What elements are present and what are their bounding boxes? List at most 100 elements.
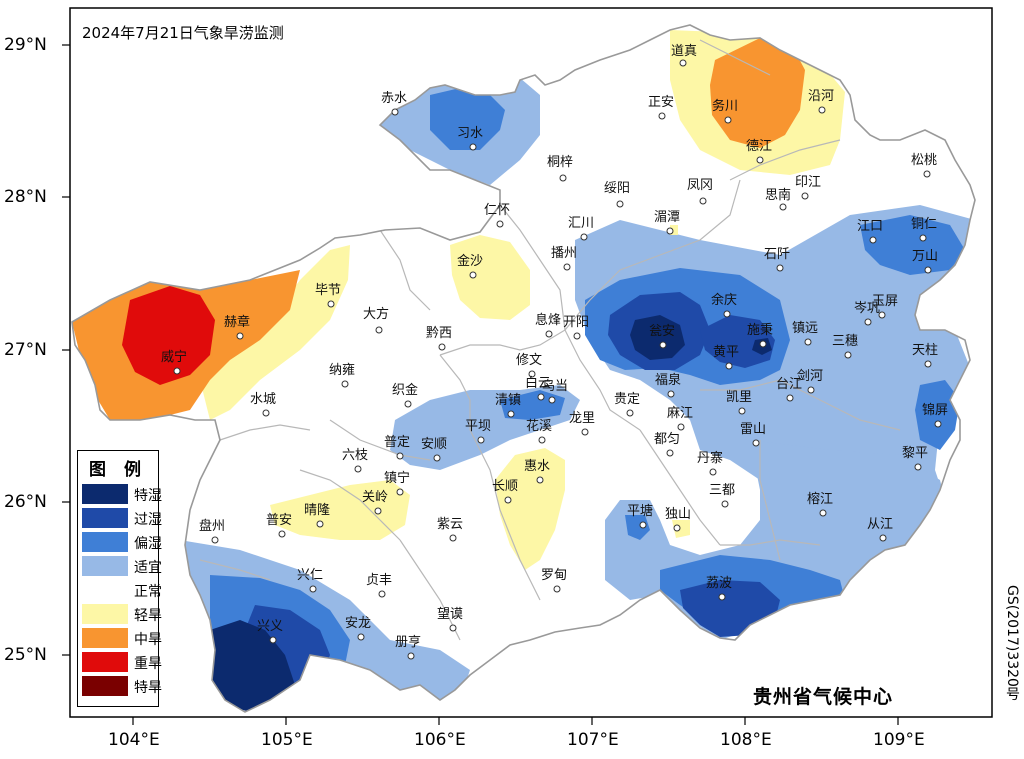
city-dot <box>269 636 277 644</box>
city-label: 德江 <box>746 139 772 154</box>
city-dot <box>807 386 815 394</box>
city-marker: 大方 <box>363 306 389 334</box>
city-marker: 望谟 <box>437 606 463 632</box>
city-marker: 石阡 <box>764 247 790 272</box>
city-label: 岑巩 <box>854 301 880 316</box>
city-marker: 玉屏 <box>872 294 898 319</box>
city-dot <box>173 367 181 375</box>
city-marker: 关岭 <box>362 490 388 515</box>
city-marker: 白云 <box>525 375 551 401</box>
city-marker: 罗甸 <box>541 568 567 593</box>
city-label: 黎平 <box>902 446 928 461</box>
legend-label: 适宜 <box>134 560 162 576</box>
city-label: 威宁 <box>161 349 187 365</box>
city-marker: 德江 <box>746 139 772 164</box>
city-label: 荔波 <box>706 576 732 591</box>
city-marker: 福泉 <box>655 372 681 398</box>
legend-label: 轻旱 <box>134 608 162 624</box>
city-dot <box>581 428 589 436</box>
city-marker: 江口 <box>857 219 883 244</box>
city-marker: 黎平 <box>902 446 928 471</box>
city-marker: 凯里 <box>726 390 752 415</box>
city-marker: 思南 <box>765 187 791 211</box>
city-marker: 绥阳 <box>604 181 630 208</box>
city-label: 普安 <box>266 513 292 528</box>
city-label: 松桃 <box>911 153 937 168</box>
city-marker: 六枝 <box>342 448 368 473</box>
city-label: 丹寨 <box>697 450 723 466</box>
legend-label: 正常 <box>134 584 162 600</box>
city-marker: 贞丰 <box>366 573 392 598</box>
city-dot <box>573 332 581 340</box>
city-label: 平塘 <box>627 503 653 519</box>
legend-swatch <box>82 604 128 624</box>
legend-label: 中旱 <box>134 632 162 648</box>
city-label: 册亨 <box>395 634 421 650</box>
lat-label-26: 26°N <box>4 492 47 512</box>
city-label: 贞丰 <box>366 573 392 588</box>
city-marker: 花溪 <box>526 418 552 444</box>
legend-label: 重旱 <box>134 656 162 672</box>
lat-label-29: 29°N <box>4 35 47 55</box>
city-dot <box>236 332 244 340</box>
city-marker: 晴隆 <box>304 503 330 528</box>
city-dot <box>537 393 545 401</box>
city-label: 三都 <box>709 483 735 498</box>
city-dot <box>396 488 404 496</box>
city-dot <box>878 311 886 319</box>
city-dot <box>449 624 457 632</box>
city-dot <box>563 263 571 271</box>
city-marker: 榕江 <box>807 492 833 517</box>
city-marker: 天柱 <box>912 343 938 368</box>
city-dot <box>844 351 852 359</box>
city-dot <box>864 318 872 326</box>
approval-code: GS(2017)3320号 <box>1004 585 1020 701</box>
city-label: 黄平 <box>713 345 739 360</box>
city-label: 施秉 <box>747 322 773 338</box>
legend-swatch <box>82 556 128 576</box>
city-label: 大方 <box>363 306 389 322</box>
city-dot <box>504 496 512 504</box>
city-label: 清镇 <box>495 393 521 408</box>
city-label: 铜仁 <box>911 217 937 232</box>
city-dot <box>545 330 553 338</box>
city-marker: 平坝 <box>465 419 491 444</box>
city-dot <box>391 108 399 116</box>
producer-label: 贵州省气候中心 <box>753 686 894 708</box>
legend-swatch <box>82 676 128 696</box>
city-label: 赤水 <box>381 91 407 106</box>
city-dot <box>211 536 219 544</box>
city-marker: 正安 <box>648 95 674 120</box>
city-marker: 毕节 <box>315 283 341 308</box>
city-dot <box>752 439 760 447</box>
city-label: 余庆 <box>711 292 737 308</box>
city-marker: 播州 <box>551 246 577 271</box>
city-dot <box>469 143 477 151</box>
city-marker: 兴仁 <box>297 568 323 593</box>
severe-drought-areas <box>122 286 215 385</box>
city-label: 水城 <box>250 392 276 407</box>
city-marker: 平塘 <box>627 503 653 529</box>
city-marker: 盘州 <box>199 518 225 544</box>
city-label: 镇远 <box>792 321 818 336</box>
city-label: 镇宁 <box>384 470 410 486</box>
city-marker: 铜仁 <box>911 217 937 242</box>
city-marker: 三都 <box>709 483 735 508</box>
city-dot <box>801 192 809 200</box>
city-label: 沿河 <box>808 89 834 104</box>
lon-label-105: 105°E <box>261 730 313 750</box>
city-label: 贵定 <box>614 392 640 407</box>
city-marker: 丹寨 <box>697 450 723 476</box>
city-label: 道真 <box>671 44 697 59</box>
city-label: 习水 <box>457 126 483 141</box>
city-dot <box>538 436 546 444</box>
city-dot <box>914 463 922 471</box>
city-label: 织金 <box>392 382 418 398</box>
city-dot <box>709 468 717 476</box>
city-dot <box>818 106 826 114</box>
legend-swatch <box>82 652 128 672</box>
legend-swatch <box>82 508 128 528</box>
city-label: 晴隆 <box>304 503 330 518</box>
